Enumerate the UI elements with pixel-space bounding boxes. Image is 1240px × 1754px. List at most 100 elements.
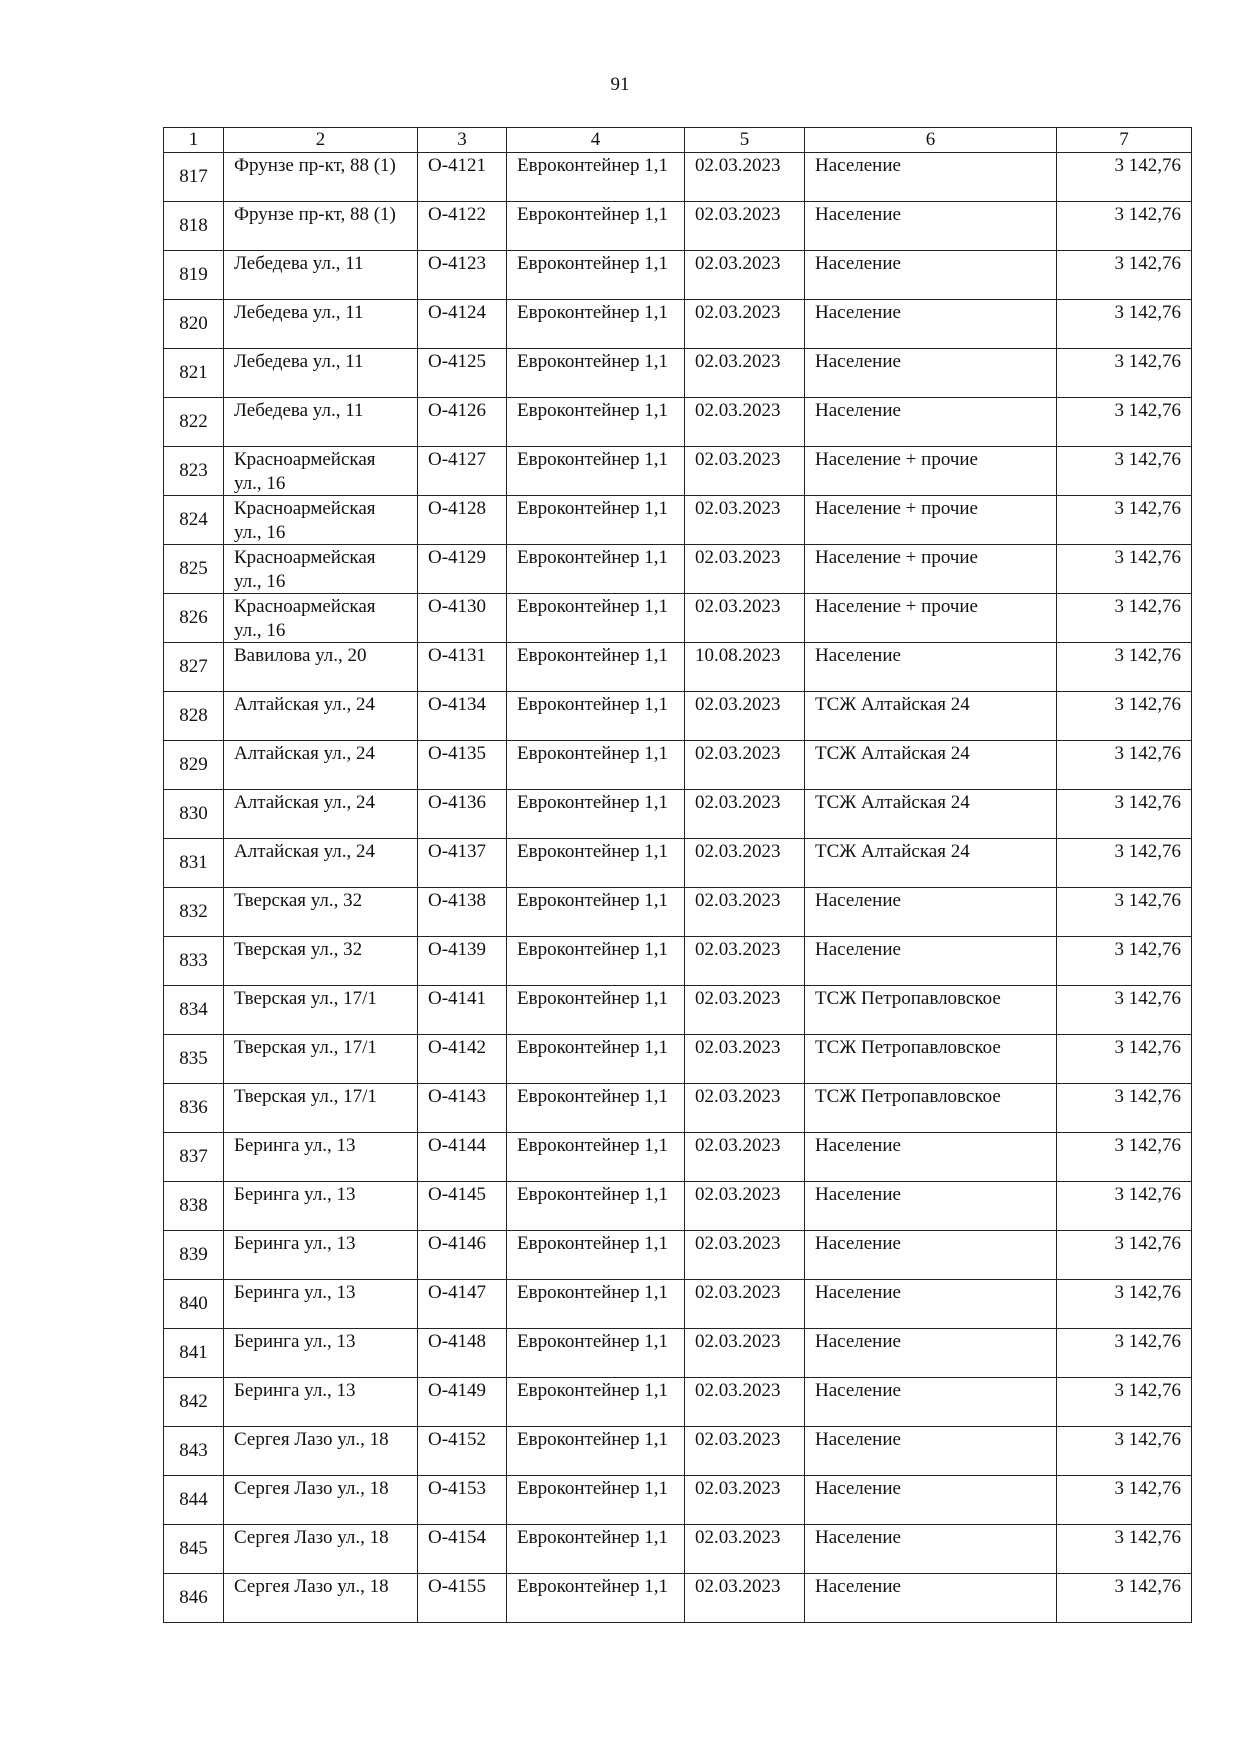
amount-cell: 3 142,76 bbox=[1056, 1524, 1192, 1574]
container-type-cell: Евроконтейнер 1,1 bbox=[506, 397, 685, 447]
amount-cell: 3 142,76 bbox=[1056, 1328, 1192, 1378]
amount-cell: 3 142,76 bbox=[1056, 299, 1192, 349]
row-number-cell: 840 bbox=[163, 1279, 224, 1329]
date-cell: 02.03.2023 bbox=[684, 348, 805, 398]
address-cell: Тверская ул., 17/1 bbox=[223, 985, 418, 1035]
table-row: 821 Лебедева ул., 11 О-4125 Евроконтейнер 1… bbox=[163, 348, 1192, 398]
container-id-cell: О-4148 bbox=[417, 1328, 507, 1378]
table-row: 836 Тверская ул., 17/1 О-4143 Евроконтейнер… bbox=[163, 1083, 1192, 1133]
container-type-cell: Евроконтейнер 1,1 bbox=[506, 1132, 685, 1182]
table-row: 839 Беринга ул., 13 О-4146 Евроконтейнер 1,… bbox=[163, 1230, 1192, 1280]
row-number-cell: 846 bbox=[163, 1573, 224, 1623]
date-cell: 02.03.2023 bbox=[684, 1181, 805, 1231]
owner-cell: Население bbox=[804, 887, 1057, 937]
column-header-2: 2 bbox=[223, 127, 418, 153]
container-id-cell: О-4121 bbox=[417, 152, 507, 202]
table-row: 826 Красноармейская ул., 16 О-4130 Евроконт… bbox=[163, 593, 1192, 643]
table-row: 838 Беринга ул., 13 О-4145 Евроконтейнер 1,… bbox=[163, 1181, 1192, 1231]
address-cell: Лебедева ул., 11 bbox=[223, 348, 418, 398]
amount-cell: 3 142,76 bbox=[1056, 1083, 1192, 1133]
table-row: 844 Сергея Лазо ул., 18 О-4153 Евроконтейне… bbox=[163, 1475, 1192, 1525]
owner-cell: Население bbox=[804, 348, 1057, 398]
container-id-cell: О-4124 bbox=[417, 299, 507, 349]
row-number-cell: 824 bbox=[163, 495, 224, 545]
container-type-cell: Евроконтейнер 1,1 bbox=[506, 1181, 685, 1231]
container-type-cell: Евроконтейнер 1,1 bbox=[506, 1083, 685, 1133]
owner-cell: Население bbox=[804, 152, 1057, 202]
container-id-cell: О-4123 bbox=[417, 250, 507, 300]
address-cell: Фрунзе пр-кт, 88 (1) bbox=[223, 152, 418, 202]
container-id-cell: О-4128 bbox=[417, 495, 507, 545]
container-id-cell: О-4135 bbox=[417, 740, 507, 790]
owner-cell: Население + прочие bbox=[804, 593, 1057, 643]
owner-cell: Население bbox=[804, 1132, 1057, 1182]
column-header-7: 7 bbox=[1056, 127, 1192, 153]
date-cell: 02.03.2023 bbox=[684, 1426, 805, 1476]
row-number-cell: 839 bbox=[163, 1230, 224, 1280]
address-cell: Сергея Лазо ул., 18 bbox=[223, 1426, 418, 1476]
owner-cell: Население + прочие bbox=[804, 495, 1057, 545]
container-type-cell: Евроконтейнер 1,1 bbox=[506, 1034, 685, 1084]
address-cell: Беринга ул., 13 bbox=[223, 1279, 418, 1329]
container-id-cell: О-4141 bbox=[417, 985, 507, 1035]
table-row: 840 Беринга ул., 13 О-4147 Евроконтейнер 1,… bbox=[163, 1279, 1192, 1329]
container-type-cell: Евроконтейнер 1,1 bbox=[506, 838, 685, 888]
address-cell: Тверская ул., 17/1 bbox=[223, 1083, 418, 1133]
owner-cell: Население bbox=[804, 1377, 1057, 1427]
table-row: 834 Тверская ул., 17/1 О-4141 Евроконтейнер… bbox=[163, 985, 1192, 1035]
owner-cell: Население + прочие bbox=[804, 446, 1057, 496]
amount-cell: 3 142,76 bbox=[1056, 642, 1192, 692]
row-number-cell: 825 bbox=[163, 544, 224, 594]
address-cell: Лебедева ул., 11 bbox=[223, 299, 418, 349]
address-cell: Тверская ул., 32 bbox=[223, 936, 418, 986]
row-number-cell: 834 bbox=[163, 985, 224, 1035]
row-number-cell: 845 bbox=[163, 1524, 224, 1574]
owner-cell: Население + прочие bbox=[804, 544, 1057, 594]
address-cell: Тверская ул., 32 bbox=[223, 887, 418, 937]
table-row: 822 Лебедева ул., 11 О-4126 Евроконтейнер 1… bbox=[163, 397, 1192, 447]
container-type-cell: Евроконтейнер 1,1 bbox=[506, 544, 685, 594]
container-id-cell: О-4127 bbox=[417, 446, 507, 496]
table-row: 829 Алтайская ул., 24 О-4135 Евроконтейнер … bbox=[163, 740, 1192, 790]
table-row: 831 Алтайская ул., 24 О-4137 Евроконтейнер … bbox=[163, 838, 1192, 888]
row-number-cell: 820 bbox=[163, 299, 224, 349]
date-cell: 02.03.2023 bbox=[684, 1524, 805, 1574]
row-number-cell: 818 bbox=[163, 201, 224, 251]
address-cell: Алтайская ул., 24 bbox=[223, 789, 418, 839]
address-cell: Лебедева ул., 11 bbox=[223, 250, 418, 300]
date-cell: 02.03.2023 bbox=[684, 887, 805, 937]
address-cell: Красноармейская ул., 16 bbox=[223, 446, 418, 496]
owner-cell: Население bbox=[804, 250, 1057, 300]
container-id-cell: О-4143 bbox=[417, 1083, 507, 1133]
container-type-cell: Евроконтейнер 1,1 bbox=[506, 691, 685, 741]
container-type-cell: Евроконтейнер 1,1 bbox=[506, 250, 685, 300]
amount-cell: 3 142,76 bbox=[1056, 250, 1192, 300]
amount-cell: 3 142,76 bbox=[1056, 887, 1192, 937]
row-number-cell: 827 bbox=[163, 642, 224, 692]
table-row: 843 Сергея Лазо ул., 18 О-4152 Евроконтейне… bbox=[163, 1426, 1192, 1476]
date-cell: 02.03.2023 bbox=[684, 838, 805, 888]
container-type-cell: Евроконтейнер 1,1 bbox=[506, 299, 685, 349]
container-type-cell: Евроконтейнер 1,1 bbox=[506, 1475, 685, 1525]
date-cell: 02.03.2023 bbox=[684, 1034, 805, 1084]
owner-cell: Население bbox=[804, 1279, 1057, 1329]
table-row: 820 Лебедева ул., 11 О-4124 Евроконтейнер 1… bbox=[163, 299, 1192, 349]
container-id-cell: О-4125 bbox=[417, 348, 507, 398]
row-number-cell: 841 bbox=[163, 1328, 224, 1378]
amount-cell: 3 142,76 bbox=[1056, 1475, 1192, 1525]
owner-cell: Население bbox=[804, 1181, 1057, 1231]
container-type-cell: Евроконтейнер 1,1 bbox=[506, 1426, 685, 1476]
column-header-1: 1 bbox=[163, 127, 224, 153]
amount-cell: 3 142,76 bbox=[1056, 1132, 1192, 1182]
container-id-cell: О-4147 bbox=[417, 1279, 507, 1329]
container-id-cell: О-4131 bbox=[417, 642, 507, 692]
address-cell: Беринга ул., 13 bbox=[223, 1181, 418, 1231]
table-row: 823 Красноармейская ул., 16 О-4127 Евроконт… bbox=[163, 446, 1192, 496]
address-cell: Сергея Лазо ул., 18 bbox=[223, 1475, 418, 1525]
row-number-cell: 822 bbox=[163, 397, 224, 447]
date-cell: 02.03.2023 bbox=[684, 1328, 805, 1378]
date-cell: 02.03.2023 bbox=[684, 740, 805, 790]
address-cell: Красноармейская ул., 16 bbox=[223, 544, 418, 594]
amount-cell: 3 142,76 bbox=[1056, 1377, 1192, 1427]
column-header-5: 5 bbox=[684, 127, 805, 153]
